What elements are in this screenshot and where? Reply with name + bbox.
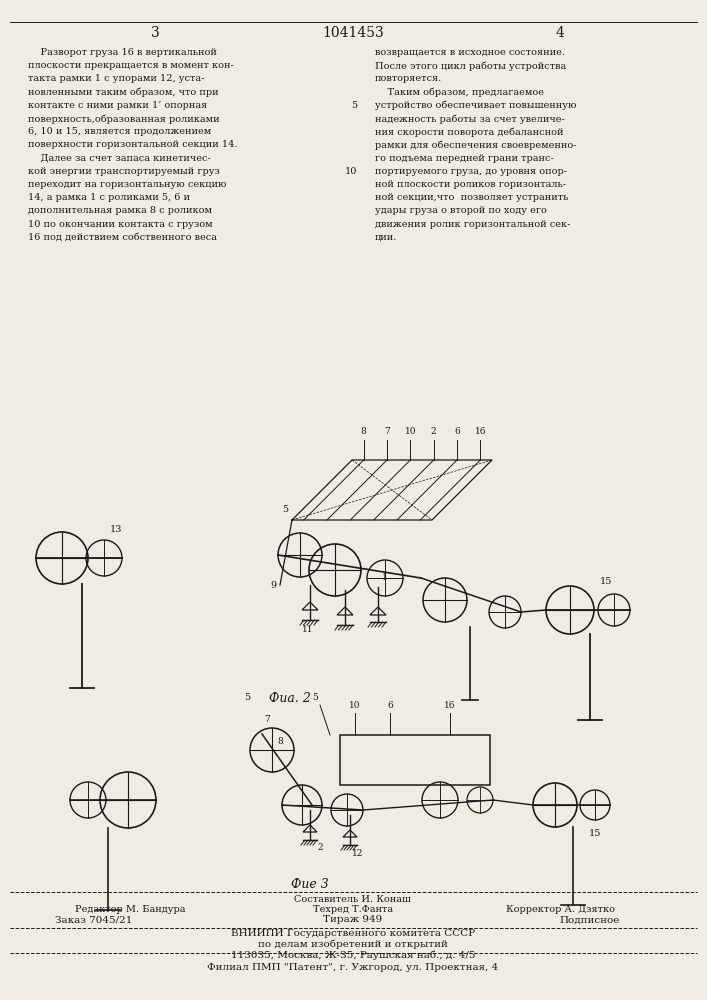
Text: 3: 3 xyxy=(151,26,159,40)
Text: Техред Т.Фанта: Техред Т.Фанта xyxy=(313,906,393,914)
Text: 1041453: 1041453 xyxy=(322,26,384,40)
Text: 10 по окончании контакта с грузом: 10 по окончании контакта с грузом xyxy=(28,220,213,229)
Text: Корректор А. Дзятко: Корректор А. Дзятко xyxy=(506,906,614,914)
Text: Заказ 7045/21: Заказ 7045/21 xyxy=(55,916,132,924)
Text: 11: 11 xyxy=(303,626,314,635)
Text: 7: 7 xyxy=(384,428,390,436)
Text: Составитель И. Конаш: Составитель И. Конаш xyxy=(295,896,411,904)
Text: удары груза о второй по ходу его: удары груза о второй по ходу его xyxy=(375,206,547,215)
Text: 6, 10 и 15, является продолжением: 6, 10 и 15, является продолжением xyxy=(28,127,211,136)
Text: Разворот груза 16 в вертикальной: Разворот груза 16 в вертикальной xyxy=(28,48,217,57)
Text: 15: 15 xyxy=(600,578,612,586)
Text: ния скорости поворота дебалансной: ния скорости поворота дебалансной xyxy=(375,127,563,137)
Text: 16: 16 xyxy=(474,428,486,436)
Text: 2: 2 xyxy=(317,844,323,852)
Text: го подъема передней грани транс-: го подъема передней грани транс- xyxy=(375,154,554,163)
Text: 15: 15 xyxy=(589,828,601,838)
Text: по делам изобретений и открытий: по делам изобретений и открытий xyxy=(258,939,448,949)
Text: 5: 5 xyxy=(282,506,288,514)
Text: контакте с ними рамки 1’ опорная: контакте с ними рамки 1’ опорная xyxy=(28,101,207,110)
Text: 6: 6 xyxy=(387,700,393,710)
Text: ной плоскости роликов горизонталь-: ной плоскости роликов горизонталь- xyxy=(375,180,566,189)
Text: 4: 4 xyxy=(556,26,564,40)
Text: кой энергии транспортируемый груз: кой энергии транспортируемый груз xyxy=(28,167,220,176)
Text: плоскости прекращается в момент кон-: плоскости прекращается в момент кон- xyxy=(28,61,234,70)
Text: рамки для обеспечения своевременно-: рамки для обеспечения своевременно- xyxy=(375,140,576,150)
Text: 12: 12 xyxy=(352,848,363,857)
Text: Подписное: Подписное xyxy=(560,916,620,924)
Text: Далее за счет запаса кинетичес-: Далее за счет запаса кинетичес- xyxy=(28,154,211,163)
Bar xyxy=(340,735,490,785)
Text: 10: 10 xyxy=(344,167,357,176)
Text: 5: 5 xyxy=(312,692,318,702)
Text: дополнительная рамка 8 с роликом: дополнительная рамка 8 с роликом xyxy=(28,206,212,215)
Text: 10: 10 xyxy=(404,428,416,436)
Text: ной секции,что  позволяет устранить: ной секции,что позволяет устранить xyxy=(375,193,568,202)
Text: надежность работы за счет увеличе-: надежность работы за счет увеличе- xyxy=(375,114,565,123)
Text: 5: 5 xyxy=(244,694,250,702)
Text: устройство обеспечивает повышенную: устройство обеспечивает повышенную xyxy=(375,101,576,110)
Text: ции.: ции. xyxy=(375,233,397,242)
Text: ВНИИПИ Государственного комитета СССР: ВНИИПИ Государственного комитета СССР xyxy=(231,928,475,938)
Text: Филиал ПМП "Патент", г. Ужгород, ул. Проектная, 4: Филиал ПМП "Патент", г. Ужгород, ул. Про… xyxy=(207,964,498,972)
Text: движения ролик горизонтальной сек-: движения ролик горизонтальной сек- xyxy=(375,220,571,229)
Text: 8: 8 xyxy=(361,428,366,436)
Text: 1: 1 xyxy=(382,574,388,582)
Text: Таким образом, предлагаемое: Таким образом, предлагаемое xyxy=(375,88,544,97)
Text: поверхность,образованная роликами: поверхность,образованная роликами xyxy=(28,114,220,123)
Text: 9: 9 xyxy=(270,580,276,589)
Text: 14, а рамка 1 с роликами 5, 6 и: 14, а рамка 1 с роликами 5, 6 и xyxy=(28,193,190,202)
Text: 8: 8 xyxy=(277,738,283,746)
Text: повторяется.: повторяется. xyxy=(375,74,443,83)
Text: новленными таким образом, что при: новленными таким образом, что при xyxy=(28,88,218,97)
Text: 5: 5 xyxy=(351,101,357,110)
Text: 10: 10 xyxy=(349,700,361,710)
Text: Редактор М. Бандура: Редактор М. Бандура xyxy=(75,906,185,914)
Text: такта рамки 1 с упорами 12, уста-: такта рамки 1 с упорами 12, уста- xyxy=(28,74,204,83)
Text: 16: 16 xyxy=(444,700,456,710)
Text: После этого цикл работы устройства: После этого цикл работы устройства xyxy=(375,61,566,71)
Text: 113035, Москва, Ж-35, Раушская наб., д. 4/5: 113035, Москва, Ж-35, Раушская наб., д. … xyxy=(230,950,475,960)
Text: возвращается в исходное состояние.: возвращается в исходное состояние. xyxy=(375,48,565,57)
Text: 2: 2 xyxy=(431,428,436,436)
Text: Фиа. 2: Фиа. 2 xyxy=(269,692,311,704)
Text: Тираж 949: Тираж 949 xyxy=(323,916,382,924)
Text: 6: 6 xyxy=(454,428,460,436)
Text: Фие 3: Фие 3 xyxy=(291,879,329,892)
Text: 13: 13 xyxy=(110,526,122,534)
Text: поверхности горизонтальной секции 14.: поверхности горизонтальной секции 14. xyxy=(28,140,238,149)
Text: переходит на горизонтальную секцию: переходит на горизонтальную секцию xyxy=(28,180,226,189)
Text: 16 под действием собственного веса: 16 под действием собственного веса xyxy=(28,233,217,242)
Text: 7: 7 xyxy=(264,716,270,724)
Text: портируемого груза, до уровня опор-: портируемого груза, до уровня опор- xyxy=(375,167,567,176)
